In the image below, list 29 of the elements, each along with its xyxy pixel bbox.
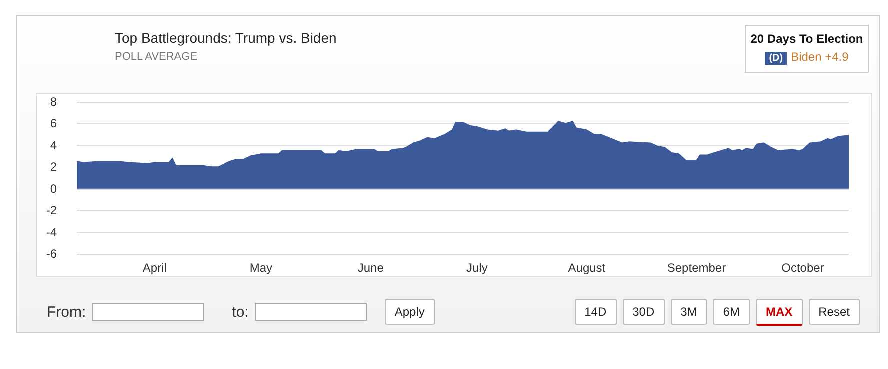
- x-tick-label: September: [667, 261, 726, 275]
- x-tick-label: May: [250, 261, 272, 275]
- y-tick-label: 4: [50, 138, 58, 152]
- y-tick-label: 8: [50, 95, 58, 109]
- text: to:: [232, 304, 249, 320]
- x-tick-label: July: [466, 261, 488, 275]
- text: 6M: [713, 299, 750, 325]
- text: Biden +4.9: [791, 50, 849, 64]
- y-tick-label: 2: [50, 160, 58, 174]
- y-tick-label: -2: [46, 204, 58, 218]
- text: 14D: [574, 299, 617, 325]
- x-tick-label: August: [568, 261, 606, 275]
- text: 3M: [670, 299, 708, 325]
- text: MAX: [756, 298, 803, 326]
- y-tick-label: -6: [46, 247, 58, 261]
- y-tick-label: 6: [50, 116, 58, 131]
- text: Apply: [384, 299, 435, 325]
- chart-subtitle: POLL AVERAGE: [115, 51, 198, 63]
- text: Reset: [808, 299, 860, 325]
- x-tick-label: April: [142, 261, 167, 275]
- x-tick-label: June: [358, 261, 384, 275]
- text: From:: [47, 304, 86, 320]
- y-tick-label: -4: [46, 225, 58, 240]
- chart-title: Top Battlegrounds: Trump vs. Biden: [115, 30, 337, 46]
- x-tick-label: October: [782, 261, 824, 275]
- text: 30D: [622, 299, 665, 325]
- y-tick-label: 0: [50, 182, 58, 196]
- text: 20 Days To Election: [750, 32, 864, 46]
- text: (D): [765, 52, 788, 65]
